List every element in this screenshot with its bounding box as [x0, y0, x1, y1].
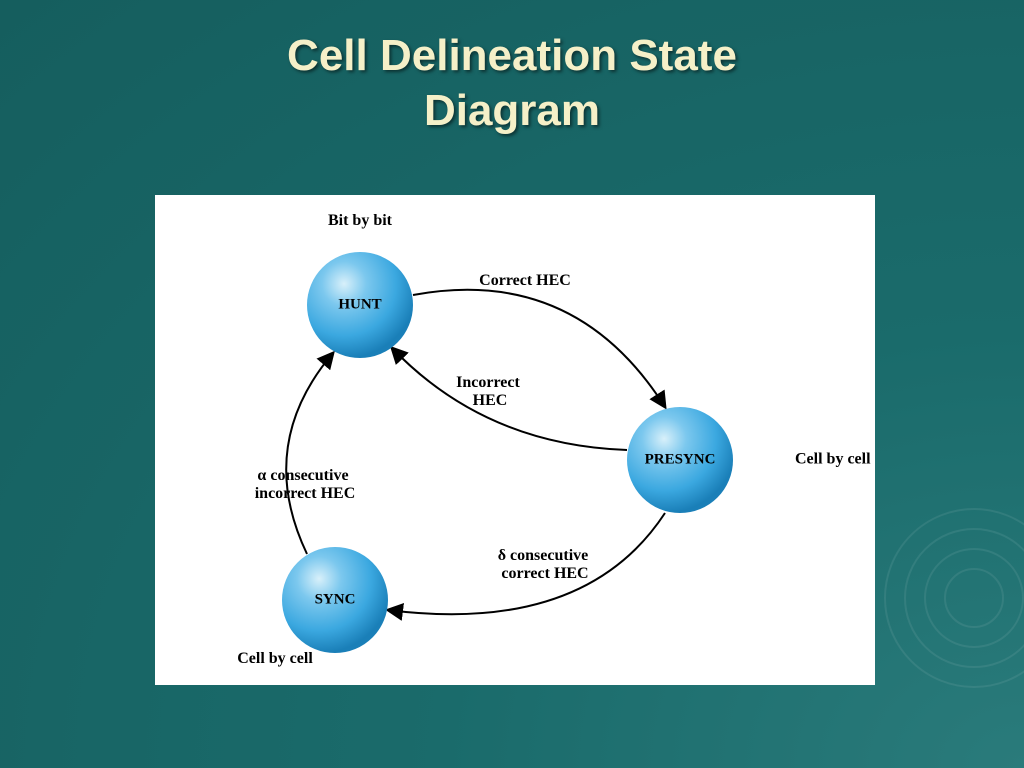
node-sync-label: SYNC [315, 591, 356, 607]
node-presync-label: PRESYNC [645, 451, 716, 467]
outer-label-presync: Cell by cell [795, 451, 871, 468]
slide-title: Cell Delineation State Diagram [0, 0, 1024, 138]
node-hunt-label: HUNT [338, 296, 381, 312]
title-line-1: Cell Delineation State [287, 31, 737, 80]
edge-labels-group: Correct HEC Incorrect HEC δ consecutive … [255, 272, 593, 582]
edge-presync-hunt [392, 348, 627, 450]
node-presync: PRESYNC [627, 407, 733, 513]
outer-label-hunt: Bit by bit [328, 212, 393, 229]
edge-hunt-presync [413, 290, 665, 407]
edge-label-incorrect-hec: Incorrect HEC [456, 374, 524, 409]
edge-label-delta-correct: δ consecutive correct HEC [498, 547, 593, 582]
title-line-2: Diagram [424, 86, 600, 135]
outer-label-sync: Cell by cell [237, 650, 313, 667]
ripple-decoration [944, 568, 1004, 628]
nodes-group: HUNT PRESYNC SYNC [282, 252, 733, 653]
edge-label-alpha-incorrect: α consecutive incorrect HEC [255, 467, 356, 502]
edge-sync-hunt [286, 353, 333, 554]
node-hunt: HUNT [307, 252, 413, 358]
state-diagram-svg: Correct HEC Incorrect HEC δ consecutive … [155, 195, 875, 685]
diagram-panel: Correct HEC Incorrect HEC δ consecutive … [155, 195, 875, 685]
edge-label-correct-hec: Correct HEC [479, 272, 571, 289]
node-sync: SYNC [282, 547, 388, 653]
